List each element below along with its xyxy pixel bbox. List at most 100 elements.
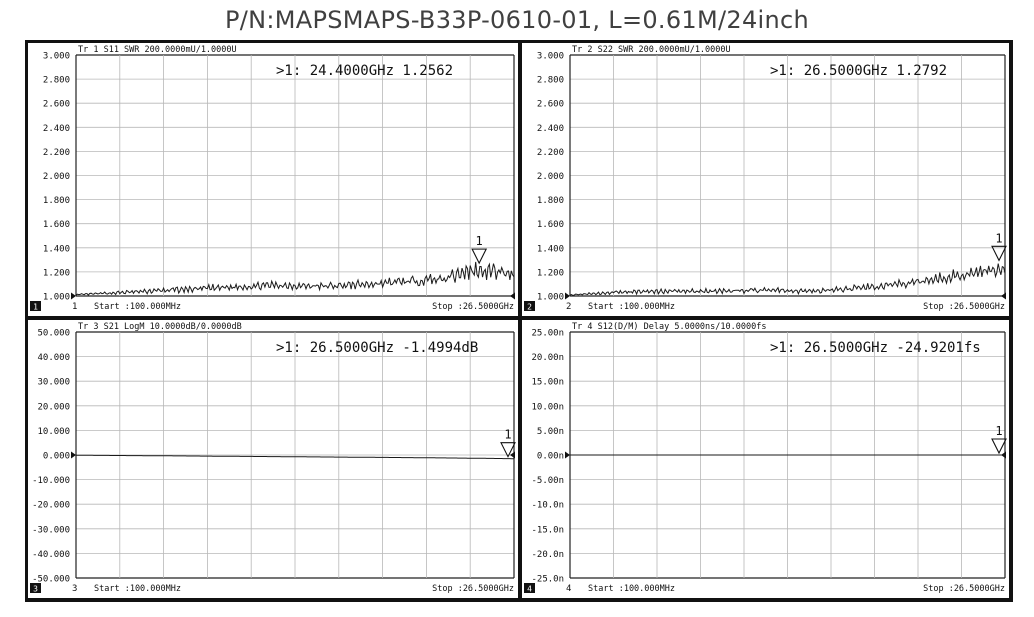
y-tick-label: 0.00n — [537, 452, 564, 462]
y-tick-label: -20.000 — [32, 501, 70, 511]
y-tick-label: -40.000 — [32, 550, 70, 560]
y-tick-label: 10.00n — [531, 402, 564, 412]
y-tick-label: 1.800 — [43, 196, 70, 206]
channel-badge-number: 2 — [527, 303, 532, 312]
y-tick-label: -10.0n — [531, 501, 564, 511]
marker-triangle — [991, 438, 1007, 455]
y-tick-label: -30.000 — [32, 525, 70, 535]
y-tick-label: 1.200 — [537, 268, 564, 278]
marker-readout: >1: 26.5000GHz 1.2792 — [770, 63, 947, 79]
y-tick-label: 1.000 — [43, 293, 70, 303]
chart-panel-1: 3.000 2.800 2.600 2.400 2.200 2.000 1.800 1.600… — [28, 43, 518, 316]
stop-label: Stop :26.5000GHz — [923, 302, 1005, 312]
start-label: Start :100.000MHz — [588, 584, 675, 594]
channel-label: 2 — [566, 302, 571, 312]
y-tick-label: -15.0n — [531, 525, 564, 535]
y-tick-label: 1.800 — [537, 196, 564, 206]
channel-badge — [524, 583, 535, 593]
channel-badge-number: 1 — [33, 303, 38, 312]
reference-arrow-left — [71, 292, 76, 300]
marker-readout: >1: 26.5000GHz -24.9201fs — [770, 340, 981, 356]
y-tick-label: 2.600 — [43, 100, 70, 110]
y-tick-label: 1.000 — [537, 293, 564, 303]
stop-label: Stop :26.5000GHz — [923, 584, 1005, 594]
marker-readout: >1: 26.5000GHz -1.4994dB — [276, 340, 478, 356]
reference-arrow-left — [565, 451, 570, 459]
y-tick-label: 5.00n — [537, 427, 564, 437]
y-tick-label: 2.800 — [537, 76, 564, 86]
y-tick-label: 1.400 — [537, 244, 564, 254]
panel-background — [522, 320, 1009, 598]
y-tick-label: 1.200 — [43, 268, 70, 278]
y-tick-label: 2.200 — [43, 148, 70, 158]
page-title: P/N:MAPSMAPS-B33P-0610-01, L=0.61M/24inc… — [224, 6, 810, 34]
chart-panel-2: 3.000 2.800 2.600 2.400 2.200 2.000 1.800 1.600… — [522, 43, 1009, 316]
trace-header: Tr 4 S12(D/M) Delay 5.0000ns/10.0000fs — [572, 322, 766, 332]
channel-badge-number: 3 — [33, 585, 38, 594]
reference-arrow-right — [510, 292, 515, 300]
trace-line — [75, 454, 514, 460]
y-tick-label: 2.600 — [537, 100, 564, 110]
y-tick-label: 30.000 — [37, 378, 70, 388]
y-tick-label: 50.000 — [37, 329, 70, 339]
marker-triangle — [991, 245, 1007, 262]
channel-badge — [524, 301, 535, 311]
chart-panel-3: 50.000 40.000 30.000 20.000 10.000 0.000 -10.0… — [28, 320, 518, 598]
y-tick-label: 3.000 — [537, 52, 564, 62]
trace-line — [569, 263, 1006, 296]
y-tick-label: 20.00n — [531, 353, 564, 363]
marker-triangle — [471, 248, 488, 265]
panel-background — [28, 320, 518, 598]
y-tick-label: 2.400 — [43, 124, 70, 134]
y-tick-label: -5.00n — [531, 476, 564, 486]
reference-arrow-left — [71, 451, 76, 459]
start-label: Start :100.000MHz — [94, 302, 181, 312]
reference-arrow-left — [565, 292, 570, 300]
y-tick-label: 2.000 — [537, 172, 564, 182]
marker-label: 1 — [995, 231, 1002, 245]
y-tick-label: -25.0n — [531, 575, 564, 585]
y-tick-label: 2.400 — [537, 124, 564, 134]
y-tick-label: 2.800 — [43, 76, 70, 86]
y-tick-label: 1.600 — [43, 220, 70, 230]
start-label: Start :100.000MHz — [94, 584, 181, 594]
stop-label: Stop :26.5000GHz — [432, 302, 514, 312]
y-tick-label: 0.000 — [43, 452, 70, 462]
start-label: Start :100.000MHz — [588, 302, 675, 312]
y-tick-label: 25.00n — [531, 329, 564, 339]
marker-triangle — [500, 442, 516, 458]
panel-background — [28, 43, 518, 316]
channel-badge-number: 4 — [527, 585, 532, 594]
reference-arrow-right — [510, 451, 515, 459]
channel-badge — [30, 301, 41, 311]
y-tick-label: 40.000 — [37, 353, 70, 363]
y-tick-label: -20.0n — [531, 550, 564, 560]
y-tick-label: 10.000 — [37, 427, 70, 437]
marker-label: 1 — [504, 428, 511, 442]
channel-label: 4 — [566, 584, 571, 594]
y-tick-label: 1.400 — [43, 244, 70, 254]
y-tick-label: -50.000 — [32, 575, 70, 585]
y-tick-label: 2.200 — [537, 148, 564, 158]
trace-header: Tr 3 S21 LogM 10.0000dB/0.0000dB — [78, 322, 242, 332]
y-tick-label: 2.000 — [43, 172, 70, 182]
y-tick-label: 15.00n — [531, 378, 564, 388]
trace-header: Tr 2 S22 SWR 200.0000mU/1.0000U — [572, 45, 731, 55]
y-tick-label: 3.000 — [43, 52, 70, 62]
y-tick-label: 1.600 — [537, 220, 564, 230]
panel-background — [522, 43, 1009, 316]
marker-label: 1 — [476, 234, 483, 248]
reference-arrow-right — [1001, 292, 1006, 300]
marker-readout: >1: 24.4000GHz 1.2562 — [276, 63, 453, 79]
marker-label: 1 — [995, 424, 1002, 438]
y-tick-label: -10.000 — [32, 476, 70, 486]
y-tick-label: 20.000 — [37, 402, 70, 412]
channel-label: 1 — [72, 302, 77, 312]
channel-badge — [30, 583, 41, 593]
trace-header: Tr 1 S11 SWR 200.0000mU/1.0000U — [78, 45, 237, 55]
channel-label: 3 — [72, 584, 77, 594]
stop-label: Stop :26.5000GHz — [432, 584, 514, 594]
trace-line — [75, 261, 515, 296]
chart-panel-4: 25.00n 20.00n 15.00n 10.00n 5.00n 0.00n -5.00n… — [522, 320, 1009, 598]
